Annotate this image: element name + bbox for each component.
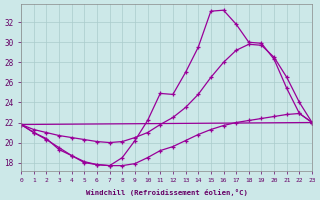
- X-axis label: Windchill (Refroidissement éolien,°C): Windchill (Refroidissement éolien,°C): [86, 189, 247, 196]
